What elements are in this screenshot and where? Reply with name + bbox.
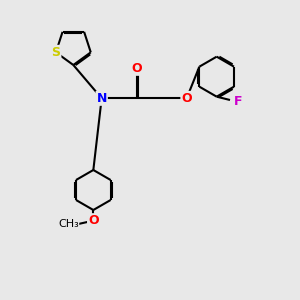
Text: O: O (182, 92, 192, 105)
Text: S: S (51, 46, 60, 59)
Text: O: O (88, 214, 99, 227)
Text: O: O (131, 62, 142, 75)
Text: CH₃: CH₃ (58, 219, 79, 229)
Text: F: F (234, 95, 243, 108)
Text: N: N (97, 92, 107, 105)
